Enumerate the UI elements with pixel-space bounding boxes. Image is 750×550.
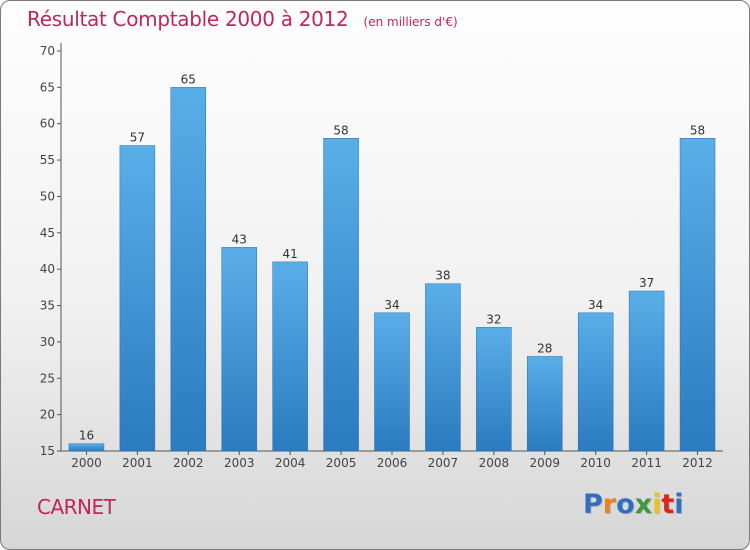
logo-letter: P <box>583 489 603 520</box>
x-tick-label: 2009 <box>529 456 560 470</box>
data-label: 38 <box>435 269 450 283</box>
x-tick-label: 2004 <box>275 456 306 470</box>
logo-letter: t <box>661 489 675 520</box>
data-label: 58 <box>690 123 705 137</box>
data-label: 57 <box>130 131 145 145</box>
bar <box>527 356 563 452</box>
y-tick-label: 25 <box>40 371 55 385</box>
y-tick-label: 35 <box>40 299 55 313</box>
y-tick-label: 65 <box>40 80 55 94</box>
bar <box>221 247 257 452</box>
x-tick-label: 2002 <box>173 456 204 470</box>
bar <box>476 327 512 452</box>
y-tick-label: 30 <box>40 335 55 349</box>
x-tick-label: 2003 <box>224 456 255 470</box>
data-label: 58 <box>333 123 348 137</box>
x-tick-label: 2000 <box>71 456 102 470</box>
bar <box>679 138 716 452</box>
data-label: 43 <box>232 232 247 246</box>
bar <box>628 290 665 452</box>
bar <box>68 443 105 452</box>
logo-letter: i <box>652 489 662 520</box>
bar <box>323 138 359 452</box>
x-tick-label: 2008 <box>479 456 510 470</box>
x-tick-label: 2007 <box>428 456 459 470</box>
y-tick-label: 45 <box>40 226 55 240</box>
data-label: 41 <box>283 247 298 261</box>
y-tick-label: 20 <box>40 408 55 422</box>
data-label: 32 <box>486 312 501 326</box>
data-label: 65 <box>181 72 196 86</box>
logo-letter: o <box>616 489 635 520</box>
x-tick-label: 2005 <box>326 456 357 470</box>
bar <box>119 145 156 452</box>
chart-title-block: Résultat Comptable 2000 à 2012 (en milli… <box>27 7 458 31</box>
logo-letter: r <box>602 489 617 520</box>
x-tick-label: 2001 <box>122 456 153 470</box>
logo-letter: x <box>634 489 653 520</box>
x-tick-label: 2011 <box>631 456 662 470</box>
bar <box>425 283 461 452</box>
data-label: 37 <box>639 276 654 290</box>
proxiti-logo: Proxiti <box>583 489 684 520</box>
chart-title: Résultat Comptable 2000 à 2012 <box>27 7 349 31</box>
y-tick-label: 50 <box>40 189 55 203</box>
bar <box>272 261 308 452</box>
y-tick-label: 60 <box>40 117 55 131</box>
y-tick-label: 70 <box>40 44 55 58</box>
data-label: 34 <box>384 298 399 312</box>
data-label: 16 <box>79 429 94 443</box>
data-label: 34 <box>588 298 603 312</box>
bar <box>374 312 410 452</box>
x-tick-label: 2006 <box>377 456 408 470</box>
y-tick-label: 40 <box>40 262 55 276</box>
logo-letter: i <box>674 489 684 520</box>
unit-note: (en milliers d'€) <box>363 15 458 29</box>
bar <box>577 312 614 452</box>
y-tick-label: 15 <box>40 444 55 458</box>
data-label: 28 <box>537 341 552 355</box>
bar <box>170 87 207 452</box>
y-tick-label: 55 <box>40 153 55 167</box>
x-tick-label: 2010 <box>580 456 611 470</box>
x-tick-label: 2012 <box>682 456 713 470</box>
commune-name: CARNET <box>37 495 116 519</box>
